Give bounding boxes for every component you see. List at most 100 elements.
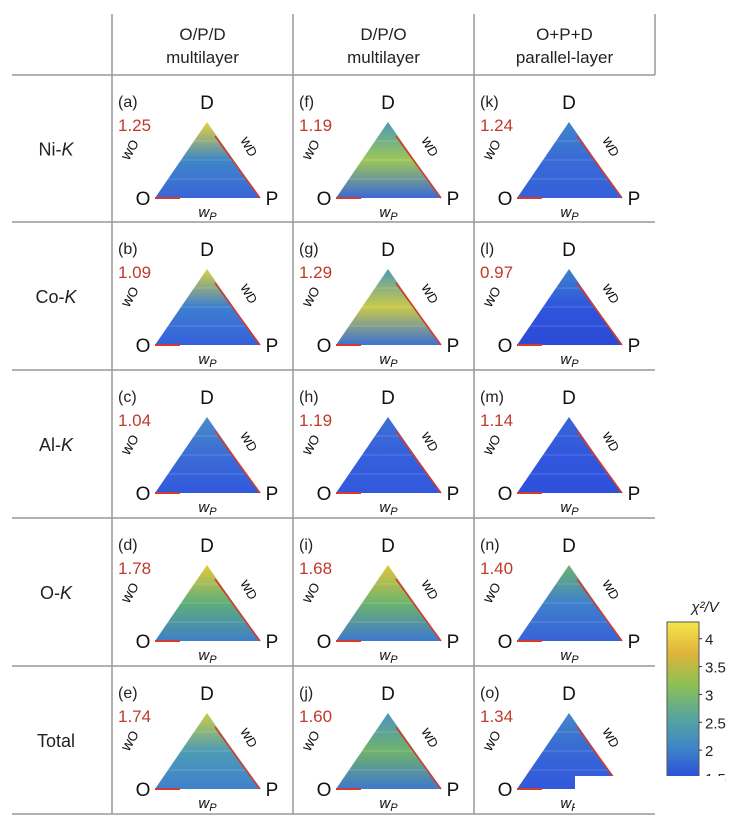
vertex-left: O: [136, 632, 151, 653]
panel-min-value: 1.78: [118, 559, 151, 578]
axis-bottom-label: wP: [379, 204, 398, 223]
axis-right-label: wD: [236, 280, 261, 307]
ternary-heatmap: [336, 269, 441, 345]
row-label-italic: K: [60, 583, 73, 603]
row-label-text: Al-: [39, 435, 61, 455]
vertex-left: O: [498, 780, 513, 801]
axis-bottom-label: wP: [560, 499, 579, 518]
axis-w: w: [379, 204, 391, 221]
vertex-top: D: [562, 388, 576, 409]
vertex-left: O: [498, 189, 513, 210]
panel-label: (l): [480, 241, 494, 258]
axis-sub: P: [209, 211, 217, 223]
vertex-top: D: [381, 240, 395, 261]
vertex-left: O: [317, 780, 332, 801]
vertex-left: O: [317, 336, 332, 357]
axis-w: w: [379, 795, 391, 812]
path-marker: [395, 578, 442, 642]
axis-right-label: wD: [236, 133, 261, 160]
axis-sub: P: [390, 211, 398, 223]
panel-label: (k): [480, 94, 499, 111]
axis-w: w: [379, 647, 391, 664]
path-marker: [214, 430, 261, 494]
row-label-italic: K: [61, 140, 74, 160]
axis-left-label: wO: [479, 727, 505, 755]
vertex-right: P: [447, 336, 460, 357]
vertex-right: P: [447, 484, 460, 505]
panel-min-value: 1.34: [480, 707, 513, 726]
axis-bottom-label: wP: [379, 647, 398, 666]
axis-right-label: wD: [236, 576, 261, 603]
panel-min-value: 1.74: [118, 707, 151, 726]
axis-bottom-label: wP: [198, 647, 217, 666]
colorbar-tick-label: 2: [705, 743, 713, 760]
axis-bottom-label: wP: [198, 499, 217, 518]
colorbar-title: χ²/V: [689, 599, 720, 616]
vertex-right: P: [628, 336, 641, 357]
axis-w: w: [198, 204, 210, 221]
ternary-heatmap: [517, 565, 622, 641]
row-label-italic: K: [65, 287, 78, 307]
path-marker: [576, 578, 623, 642]
vertex-top: D: [381, 388, 395, 409]
ternary-heatmap: [336, 417, 441, 493]
vertex-left: O: [317, 632, 332, 653]
axis-left-label: wO: [479, 136, 505, 164]
axis-right-label: wD: [598, 280, 623, 307]
panel-label: (i): [299, 537, 313, 554]
panel-label: (h): [299, 389, 319, 406]
row-label-text: O-: [40, 583, 60, 603]
panel-min-value: 1.24: [480, 116, 513, 135]
axis-sub: P: [571, 358, 579, 370]
vertex-right: P: [266, 780, 279, 801]
vertex-right: P: [628, 632, 641, 653]
vertex-right: P: [628, 484, 641, 505]
axis-w: w: [560, 795, 572, 812]
axis-right-label: wD: [598, 724, 623, 751]
vertex-right: P: [266, 632, 279, 653]
vertex-left: O: [136, 484, 151, 505]
axis-w: w: [198, 351, 210, 368]
axis-left-label: wO: [117, 283, 143, 311]
path-marker: [214, 135, 261, 199]
panel-label: (n): [480, 537, 500, 554]
axis-left-label: wO: [298, 431, 324, 459]
axis-w: w: [198, 647, 210, 664]
axis-sub: P: [209, 506, 217, 518]
axis-w: w: [198, 499, 210, 516]
axis-w: w: [560, 499, 572, 516]
vertex-top: D: [200, 240, 214, 261]
vertex-top: D: [381, 684, 395, 705]
path-marker: [576, 430, 623, 494]
axis-right-label: wD: [236, 428, 261, 455]
panel-min-value: 1.14: [480, 411, 513, 430]
path-marker: [395, 135, 442, 199]
ternary-heatmap: [517, 122, 622, 198]
panel-label: (m): [480, 389, 504, 406]
ternary-heatmap: [517, 269, 622, 345]
axis-right-label: wD: [417, 280, 442, 307]
axis-left-label: wO: [117, 727, 143, 755]
axis-w: w: [379, 351, 391, 368]
axis-sub: P: [390, 654, 398, 666]
vertex-top: D: [381, 536, 395, 557]
axis-left-label: wO: [298, 727, 324, 755]
row-label-italic: K: [61, 435, 74, 455]
path-marker: [395, 726, 442, 790]
vertex-top: D: [200, 93, 214, 114]
axis-sub: P: [390, 506, 398, 518]
panel-min-value: 1.09: [118, 263, 151, 282]
axis-bottom-label: wP: [379, 351, 398, 370]
ternary-heatmap: [517, 417, 622, 493]
ternary-heatmap: [336, 565, 441, 641]
path-marker: [214, 282, 261, 346]
vertex-top: D: [562, 536, 576, 557]
vertex-top: D: [562, 684, 576, 705]
vertex-right: P: [266, 484, 279, 505]
